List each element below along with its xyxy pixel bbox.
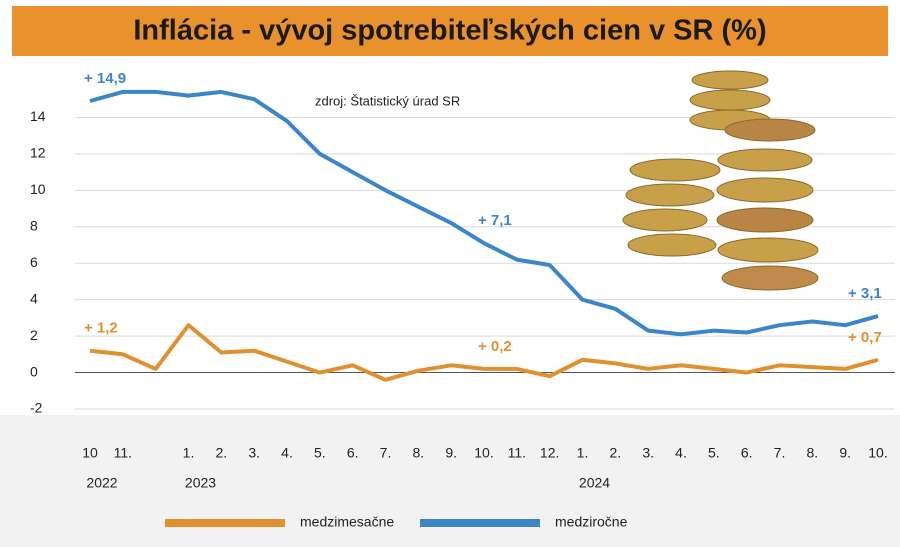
data-label: + 0,2 bbox=[478, 338, 512, 355]
coins bbox=[622, 70, 819, 291]
title-bar bbox=[12, 6, 888, 56]
year-label: 2022 bbox=[86, 475, 117, 491]
year-label: 2023 bbox=[185, 475, 216, 491]
data-label: + 7,1 bbox=[478, 212, 512, 229]
y-tick-label: 8 bbox=[30, 217, 38, 233]
y-tick-label: 2 bbox=[30, 327, 38, 343]
x-tick-label: 1. bbox=[577, 445, 589, 461]
x-tick-label: 4. bbox=[675, 445, 687, 461]
x-tick-label: 8. bbox=[806, 445, 818, 461]
x-tick-label: 10. bbox=[474, 445, 493, 461]
legend-label: medzimesačne bbox=[300, 514, 394, 530]
x-tick-label: 4. bbox=[281, 445, 293, 461]
y-tick-label: -2 bbox=[30, 400, 43, 416]
y-tick-label: 6 bbox=[30, 254, 38, 270]
series-line bbox=[89, 323, 879, 382]
x-tick-label: 7. bbox=[774, 445, 786, 461]
y-tick-label: 0 bbox=[30, 363, 38, 379]
y-tick-label: 14 bbox=[30, 108, 46, 124]
data-label: + 1,2 bbox=[84, 320, 118, 337]
x-tick-label: 11. bbox=[508, 445, 526, 461]
x-tick-label: 3. bbox=[248, 445, 260, 461]
series-line bbox=[89, 89, 879, 337]
x-tick-label: 5. bbox=[314, 445, 326, 461]
legend-label: medziročne bbox=[555, 514, 628, 530]
x-tick-label: 5. bbox=[708, 445, 720, 461]
x-tick-label: 9. bbox=[445, 445, 457, 461]
source-note: zdroj: Štatistický úrad SR bbox=[315, 93, 460, 108]
x-tick-label: 12. bbox=[540, 445, 559, 461]
year-label: 2024 bbox=[579, 475, 610, 491]
y-tick-label: 4 bbox=[30, 290, 38, 306]
x-tick-label: 10 bbox=[82, 445, 98, 461]
x-tick-label: 6. bbox=[347, 445, 359, 461]
x-tick-label: 8. bbox=[412, 445, 424, 461]
data-label: + 14,9 bbox=[84, 70, 126, 87]
x-tick-label: 6. bbox=[741, 445, 753, 461]
x-tick-label: 9. bbox=[839, 445, 851, 461]
y-tick-label: 10 bbox=[30, 181, 46, 197]
data-label: + 0,7 bbox=[848, 329, 882, 346]
data-label: + 3,1 bbox=[848, 285, 882, 302]
axis-band bbox=[0, 415, 900, 547]
x-tick-label: 7. bbox=[380, 445, 392, 461]
x-tick-label: 1. bbox=[183, 445, 195, 461]
x-tick-label: 2. bbox=[609, 445, 621, 461]
x-tick-label: 11. bbox=[114, 445, 132, 461]
y-tick-label: 12 bbox=[30, 145, 46, 161]
chart-title: Inflácia - vývoj spotrebiteľských cien v… bbox=[133, 15, 766, 47]
x-tick-label: 3. bbox=[642, 445, 654, 461]
x-tick-label: 2. bbox=[215, 445, 227, 461]
x-tick-label: 10. bbox=[868, 445, 887, 461]
